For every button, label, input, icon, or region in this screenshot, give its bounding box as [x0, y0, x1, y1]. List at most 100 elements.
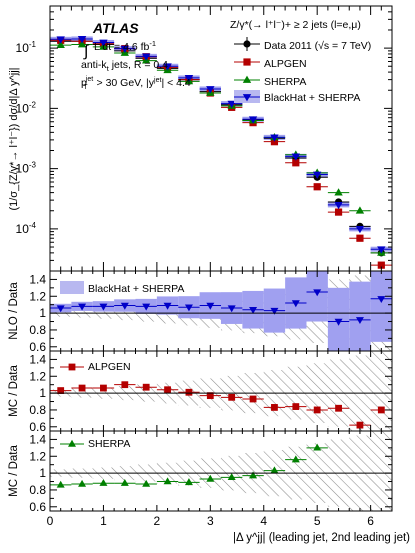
alpgen-point — [356, 234, 364, 242]
alpgen-ratio-point — [185, 388, 193, 396]
legend-marker-blackhat — [242, 94, 252, 102]
ratio3-y-tick-label: 1 — [39, 466, 46, 480]
sherpa-ratio-point — [56, 480, 65, 488]
legend-marker-data — [243, 40, 251, 48]
sherpa-ratio-point — [99, 479, 108, 486]
alpgen-ratio-point — [292, 403, 300, 410]
blackhat-ratio-point — [249, 307, 258, 314]
blackhat-point — [141, 53, 151, 61]
blackhat-point — [56, 36, 65, 44]
ratio1-legend-label: BlackHat + SHERPA — [88, 283, 184, 295]
sherpa-ratio-point — [142, 479, 151, 487]
legend: Data 2011 (√s = 7 TeV) ALPGEN SHERPA Bla… — [60, 37, 371, 447]
sherpa-ratio-point — [78, 479, 87, 487]
sherpa-ratio-point — [249, 471, 258, 479]
x-tick-label: 3 — [207, 514, 214, 528]
process-label: Z/γ*(→ l⁺l⁻)+ ≥ 2 jets (l=e,μ) — [230, 19, 361, 31]
main-y-axis-label: (1/σ_{Z/γ*→ l⁺l⁻}) dσ/d|Δ y^jj| — [8, 67, 20, 210]
blackhat-point — [163, 63, 172, 71]
ratio1-y-tick-label: 0.6 — [29, 340, 46, 354]
alpgen-ratio-point — [271, 404, 278, 411]
blackhat-ratio-point — [206, 302, 215, 310]
blackhat-ratio-point — [78, 303, 87, 311]
ratio3-y-tick-label: 0.6 — [29, 500, 46, 514]
sherpa-point — [334, 188, 343, 196]
ratio1-theory-band — [306, 271, 328, 322]
blackhat-ratio-point — [227, 305, 236, 313]
sherpa-ratio-point — [270, 466, 279, 474]
blackhat-point — [334, 202, 343, 210]
sherpa-ratio-point — [120, 479, 129, 486]
x-tick-label: 2 — [154, 514, 161, 528]
alpgen-ratio-point — [313, 406, 321, 414]
luminosity-label: L dt = 4.6 fb-1 — [94, 39, 156, 53]
ratio3-y-tick-label: 1.4 — [29, 432, 46, 446]
blackhat-ratio-point — [355, 317, 364, 325]
alpgen-ratio-point — [228, 393, 236, 401]
blackhat-ratio-point — [163, 302, 172, 310]
blackhat-point — [291, 153, 301, 161]
alpgen-ratio-point — [57, 387, 65, 394]
ratio1-legend-band — [60, 281, 84, 294]
alpgen-ratio-point — [121, 381, 129, 389]
main-y-tick-label: 10-2 — [16, 100, 37, 115]
sherpa-ratio-point — [291, 455, 300, 463]
ratio2-y-tick-label: 0.8 — [29, 403, 46, 417]
ratio2-legend-label: ALPGEN — [88, 361, 131, 373]
alpgen-ratio-point — [100, 384, 107, 392]
blackhat-point — [377, 246, 386, 254]
blackhat-ratio-point — [142, 303, 151, 311]
jet-cuts-label: pjet T > 30 GeV, |yjet| < 4.4 — [81, 76, 191, 91]
legend-label-alpgen: ALPGEN — [264, 58, 307, 70]
alpgen-ratio-point — [356, 421, 364, 429]
blackhat-ratio-point — [184, 304, 193, 312]
integral-sign: ∫ — [83, 43, 90, 60]
blackhat-ratio-point — [99, 303, 108, 311]
legend-label-blackhat: BlackHat + SHERPA — [264, 92, 360, 104]
ratio2-legend-marker — [68, 363, 76, 371]
main-y-tick-label: 10-4 — [16, 221, 37, 236]
sherpa-point — [355, 206, 365, 214]
blackhat-ratio-point — [120, 302, 129, 310]
blackhat-ratio-point — [291, 300, 300, 308]
x-tick-label: 6 — [367, 514, 374, 528]
x-axis-label: |Δ y^jj| (leading jet, 2nd leading jet) — [233, 532, 410, 544]
blackhat-ratio-point — [56, 305, 65, 313]
ratio2-y-tick-label: 1.4 — [29, 352, 46, 366]
sherpa-ratio-point — [206, 474, 215, 482]
ratio1-theory-band — [370, 271, 392, 342]
ratio2-systematic-band — [50, 351, 392, 431]
legend-label-sherpa: SHERPA — [264, 76, 306, 88]
alpgen-ratio-point — [142, 383, 150, 391]
sherpa-ratio-point — [184, 478, 193, 486]
ratio2-y-tick-label: 1.2 — [29, 369, 46, 383]
blackhat-point — [355, 226, 365, 234]
ratio3-y-tick-label: 1.2 — [29, 449, 46, 463]
blackhat-point — [248, 116, 258, 124]
alpgen-point — [377, 261, 385, 269]
ratio2-y-tick-label: 1 — [39, 386, 46, 400]
x-tick-label: 5 — [314, 514, 321, 528]
blackhat-point — [99, 39, 108, 47]
alpgen-ratio-point — [206, 392, 214, 400]
experiment-label: ATLAS — [92, 20, 139, 36]
x-tick-label: 4 — [260, 514, 267, 528]
sherpa-ratio-point — [163, 477, 172, 485]
x-tick-label: 0 — [47, 514, 54, 528]
alpgen-ratio-point — [377, 406, 385, 414]
sherpa-ratio-point — [227, 473, 236, 481]
blackhat-ratio-point — [377, 296, 386, 303]
main-y-tick-label: 10-3 — [16, 161, 37, 176]
ratio3-y-axis-label: MC / Data — [8, 445, 20, 497]
blackhat-point — [184, 75, 194, 83]
ratio1-y-tick-label: 1.4 — [29, 272, 46, 286]
alpgen-ratio-point — [164, 386, 171, 394]
sherpa-point — [77, 40, 87, 48]
main-y-tick-label: 10-1 — [16, 40, 37, 55]
alpgen-ratio-point — [335, 404, 342, 412]
axes: 10-410-310-210-10.60.811.21.40.60.811.21… — [16, 5, 393, 528]
blackhat-ratio-point — [334, 318, 343, 326]
legend-marker-alpgen — [243, 58, 251, 66]
data-marks — [50, 36, 392, 488]
